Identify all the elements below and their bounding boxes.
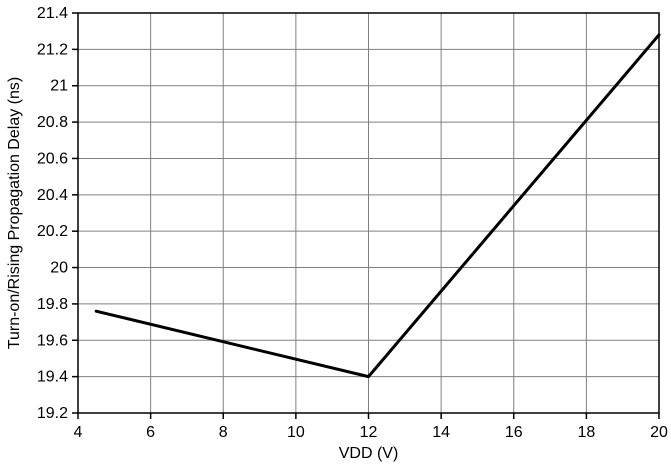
y-tick-label: 19.8 [37, 296, 68, 313]
y-tick-label: 19.4 [37, 369, 68, 386]
x-tick-label: 6 [146, 424, 155, 441]
x-tick-label: 10 [287, 424, 305, 441]
y-tick-label: 20.4 [37, 187, 68, 204]
x-tick-label: 18 [577, 424, 595, 441]
y-tick-label: 20.6 [37, 150, 68, 167]
x-tick-label: 20 [650, 424, 668, 441]
x-axis-label: VDD (V) [339, 445, 399, 462]
y-tick-label: 20 [50, 260, 68, 277]
y-tick-label: 19.2 [37, 405, 68, 422]
x-tick-label: 4 [74, 424, 83, 441]
x-tick-label: 12 [360, 424, 378, 441]
x-tick-label: 16 [505, 424, 523, 441]
y-tick-label: 19.6 [37, 332, 68, 349]
y-tick-label: 20.2 [37, 223, 68, 240]
x-tick-label: 14 [432, 424, 450, 441]
x-tick-label: 8 [219, 424, 228, 441]
y-axis-label: Turn-on/Rising Propagation Delay (ns) [6, 77, 23, 349]
y-tick-label: 21.2 [37, 41, 68, 58]
y-tick-label: 21 [50, 78, 68, 95]
y-tick-label: 21.4 [37, 5, 68, 22]
data-line [94, 33, 661, 379]
y-tick-label: 20.8 [37, 114, 68, 131]
